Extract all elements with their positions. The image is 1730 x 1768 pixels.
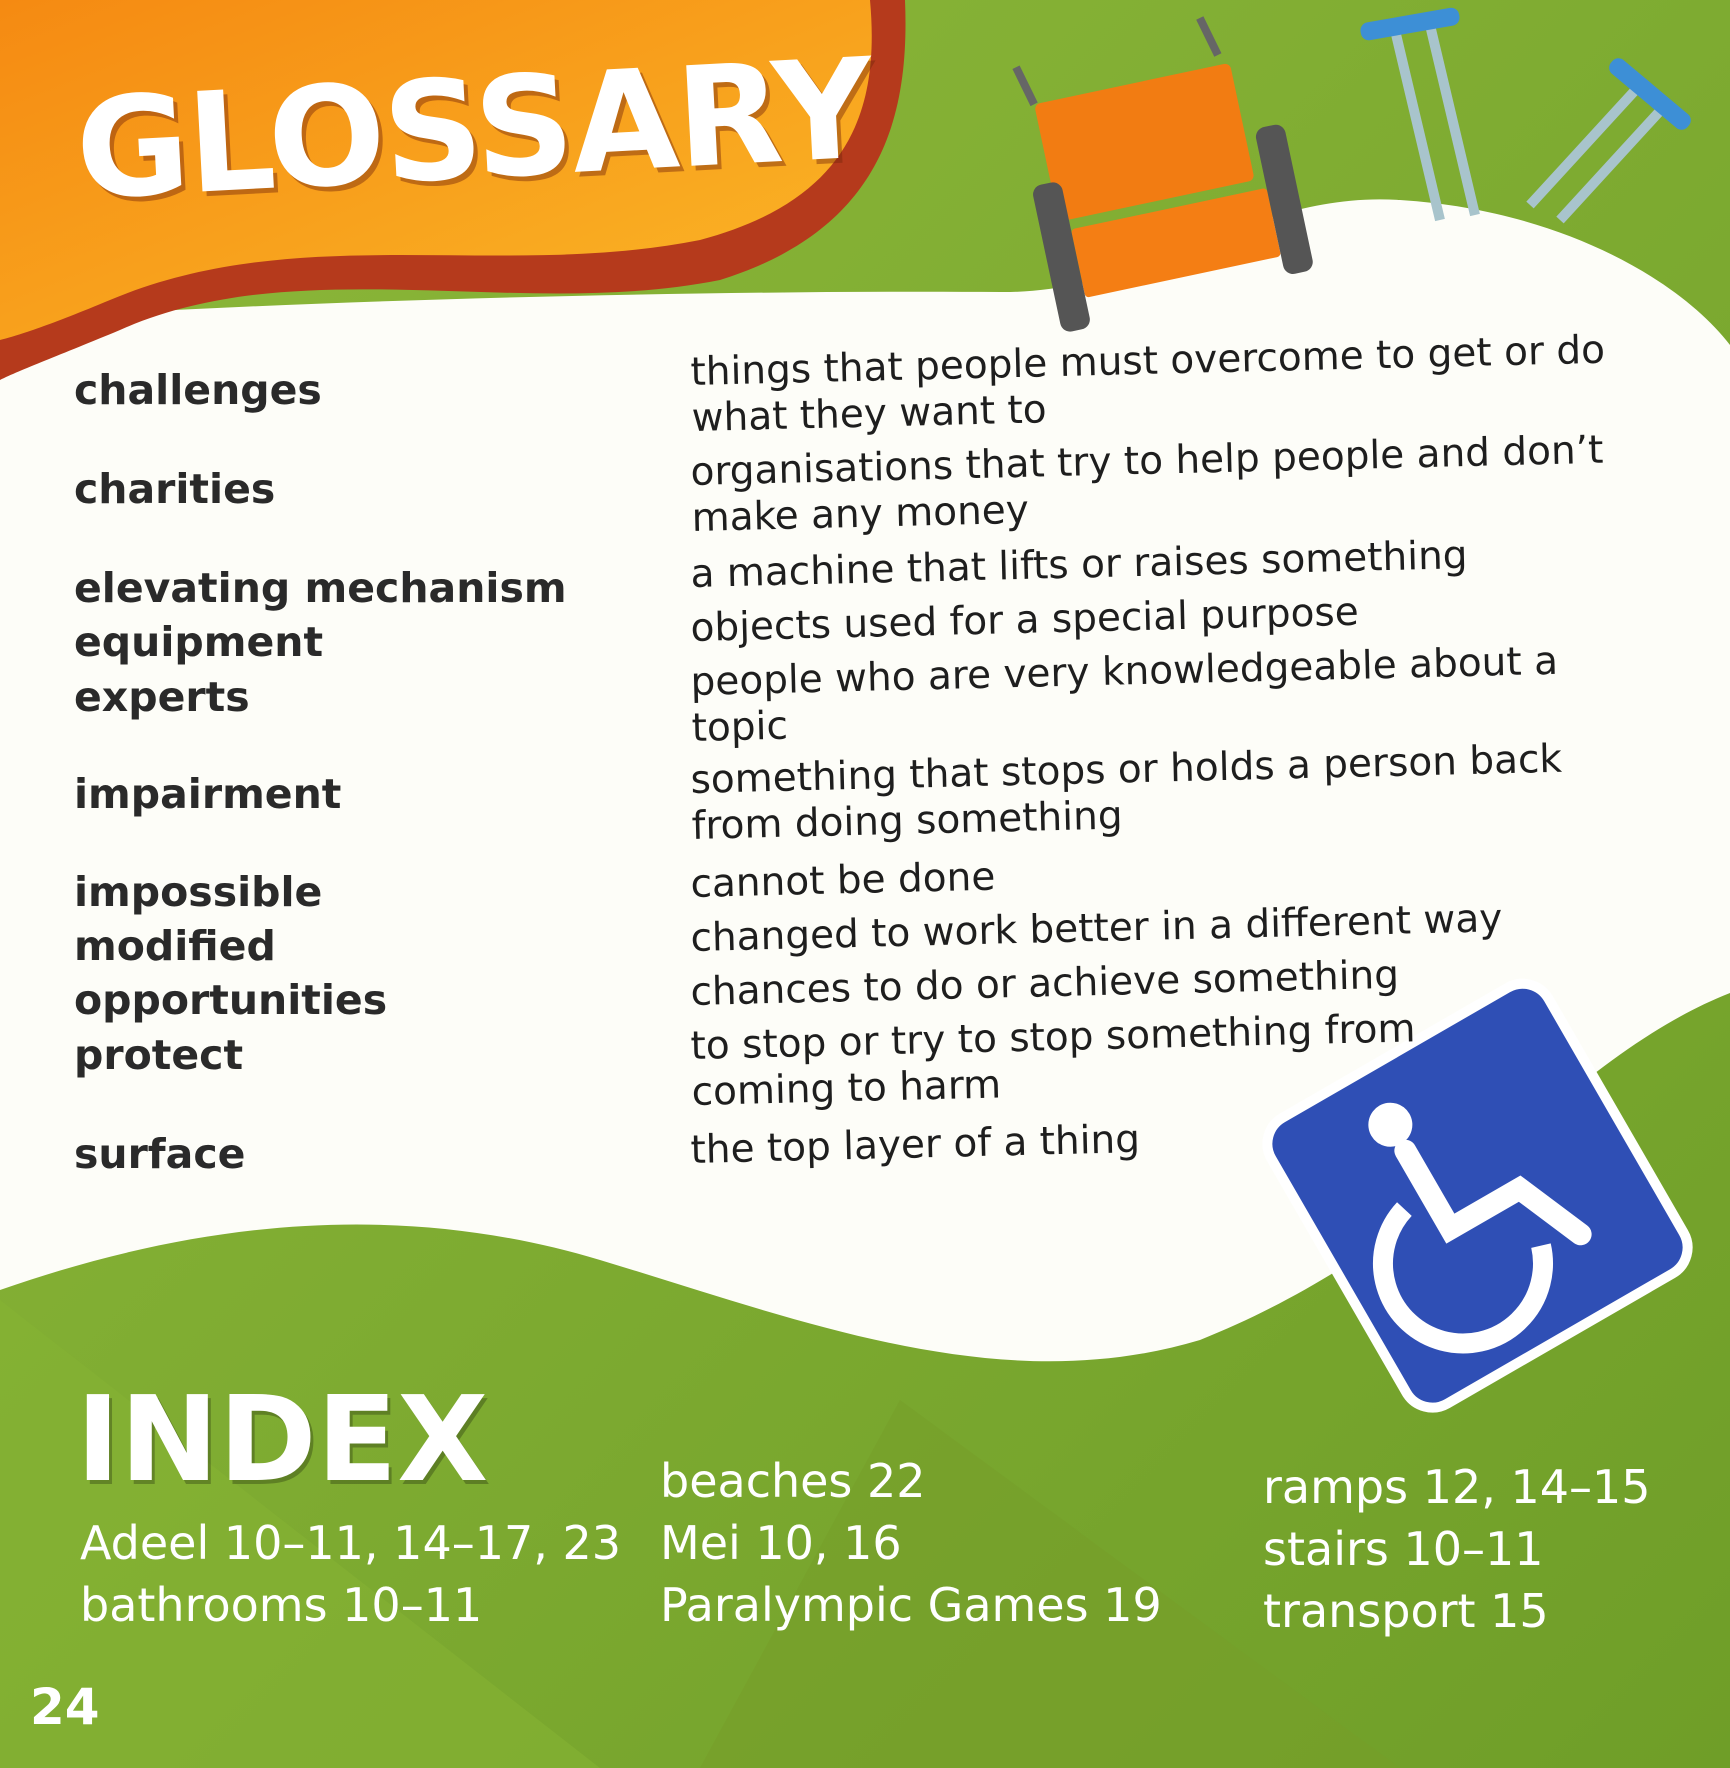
index-entry: ramps 12, 14–15 (1263, 1460, 1651, 1514)
index-entry: bathrooms 10–11 (80, 1578, 483, 1632)
glossary-term: modified (74, 922, 276, 970)
glossary-term: challenges (74, 366, 322, 414)
glossary-term: opportunities (74, 976, 388, 1024)
accessibility-sign-icon (1262, 978, 1693, 1413)
glossary-term: charities (74, 465, 276, 513)
index-entry: Adeel 10–11, 14–17, 23 (80, 1516, 622, 1570)
page-number: 24 (30, 1678, 100, 1736)
glossary-panel (0, 199, 1730, 1362)
glossary-term: impossible (74, 868, 323, 916)
index-entry: beaches 22 (660, 1454, 926, 1508)
glossary-term: protect (74, 1031, 244, 1079)
glossary-term: elevating mechanism (74, 564, 567, 612)
index-entry: Mei 10, 16 (660, 1516, 902, 1570)
crutches-icon (1360, 7, 1691, 224)
index-entry: transport 15 (1263, 1584, 1549, 1638)
glossary-term: equipment (74, 618, 324, 666)
title-banner (0, 0, 872, 340)
glossary-term: surface (74, 1130, 246, 1178)
glossary-term: impairment (74, 770, 342, 818)
glossary-term: experts (74, 673, 250, 721)
index-entry: Paralympic Games 19 (660, 1578, 1162, 1632)
wheelchair-icon (1012, 16, 1313, 332)
index-entry: stairs 10–11 (1263, 1522, 1544, 1576)
index-title: INDEX (76, 1370, 489, 1508)
